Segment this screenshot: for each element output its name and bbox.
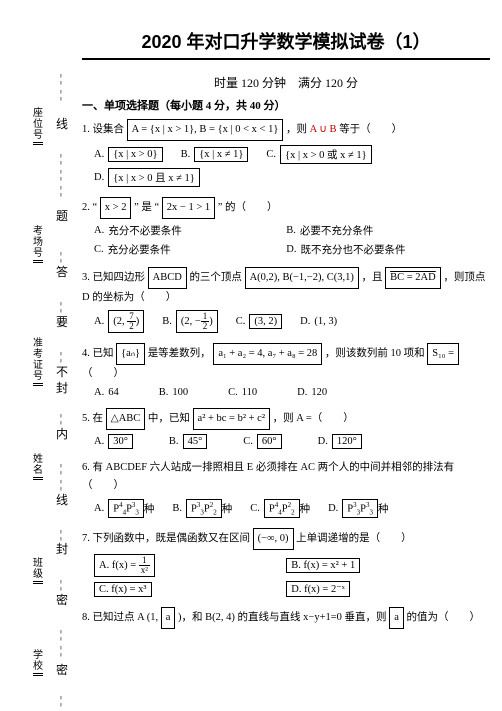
section-1-heading: 一、单项选择题（每小题 4 分，共 40 分） (82, 97, 490, 113)
field-seat-no: 座位号 (32, 108, 44, 146)
exam-subinfo: 时量 120 分钟 满分 120 分 (82, 74, 490, 91)
binding-margin: ¦¦ 线 ¦¦¦ 题 ¦ 答 ¦ 要 ¦ 不 封 ¦ 内 ¦¦ 线 ¦ 封 ¦ … (0, 0, 82, 711)
binding-label-nei: 内 (56, 428, 66, 440)
title-rule (82, 58, 490, 60)
question-1: 1. 设集合 A = {x | x > 1}, B = {x | 0 < x <… (82, 119, 490, 141)
q8-a2: a (389, 607, 404, 629)
question-2: 2. “ x > 2 ” 是 “ 2x − 1 > 1 ” 的（ ） (82, 197, 490, 219)
question-6: 6. 有 ABCDEF 六人站成一排照相且 E 必须排在 AC 两个人的中间并相… (82, 459, 490, 495)
field-admission-no: 准考证号 (32, 338, 44, 387)
question-4-options: A.64 B.100 C.110 D.120 (94, 387, 490, 402)
q1-set-expr: A = {x | x > 1}, B = {x | 0 < x < 1} (127, 119, 284, 141)
q3-pts: A(0,2), B(−1,−2), C(3,1) (245, 267, 359, 289)
question-1-options: A.{x | x > 0} B.{x | x ≠ 1} C.{x | x > 0… (94, 145, 490, 191)
q1-aub: A ∪ B (310, 124, 337, 135)
q8-a1: a (161, 607, 176, 629)
question-7: 7. 下列函数中，既是偶函数又在区间 (−∞, 0) 上单调递增的是（ ） (82, 528, 490, 550)
binding-label-mi: 密 (56, 594, 66, 606)
question-7-options: A. f(x) = 1x² B. f(x) = x² + 1 C. f(x) =… (94, 554, 490, 601)
q5-tri: △ABC (106, 408, 146, 430)
question-8: 8. 已知过点 A (1, a )，和 B(2, 4) 的直线与直线 x−y+1… (82, 607, 490, 629)
field-room-no: 考场号 (32, 226, 44, 264)
binding-label-yao: 要 (56, 316, 66, 328)
q5-eq: a² + bc = b² + c² (193, 408, 270, 430)
question-4: 4. 已知 {aₙ} 是等差数列， a₁ + a₂ = 4, a₇ + a₈ =… (82, 343, 490, 383)
question-2-options: A.充分不必要条件 B.必要不充分条件 C.充分必要条件 D.既不充分也不必要条… (94, 223, 490, 261)
question-3: 3. 已知四边形 ABCD 的三个顶点 A(0,2), B(−1,−2), C(… (82, 267, 490, 307)
binding-label-cut: 线 (56, 118, 66, 130)
field-class: 班 级 (32, 558, 44, 585)
binding-label-mi2: 密 (56, 664, 66, 676)
binding-label-feng: 封 (56, 382, 66, 394)
q3-vec: BC = 2AD (385, 267, 441, 289)
binding-label-feng2: 封 (56, 543, 66, 555)
exam-content: 2020 年对口升学数学模拟试卷（1） 时量 120 分钟 满分 120 分 一… (82, 0, 490, 711)
q4-an: {aₙ} (116, 343, 145, 365)
q4-s10: S₁₀ = (427, 343, 459, 365)
q2-cond1: x > 2 (100, 197, 132, 219)
field-school: 学 校 (32, 650, 44, 677)
q2-cond2: 2x − 1 > 1 (162, 197, 215, 219)
question-6-options: A. P44P33 种 B. P33P22 种 C. P44P22 种 D. P… (94, 499, 490, 523)
question-5: 5. 在 △ABC 中，已知 a² + bc = b² + c² ，则 A =（… (82, 408, 490, 430)
q7-interval: (−∞, 0) (253, 528, 294, 550)
exam-title: 2020 年对口升学数学模拟试卷（1） (82, 28, 490, 54)
binding-label-xian: 线 (56, 494, 66, 506)
field-name: 姓 名 (32, 454, 44, 481)
binding-label-da: 答 (56, 266, 66, 278)
q3-abcd: ABCD (148, 267, 187, 289)
question-3-options: A. (2, 72) B. (2, −12) C.(3, 2) D.(1, 3) (94, 310, 490, 337)
question-5-options: A.30° B.45° C.60° D.120° (94, 434, 490, 453)
binding-label-ti: 题 (56, 210, 66, 222)
dash-column: ¦¦ 线 ¦¦¦ 题 ¦ 答 ¦ 要 ¦ 不 封 ¦ 内 ¦¦ 线 ¦ 封 ¦ … (56, 0, 66, 711)
q4-eq: a₁ + a₂ = 4, a₇ + a₈ = 28 (213, 343, 322, 365)
binding-label-bu: 不 (56, 366, 66, 378)
